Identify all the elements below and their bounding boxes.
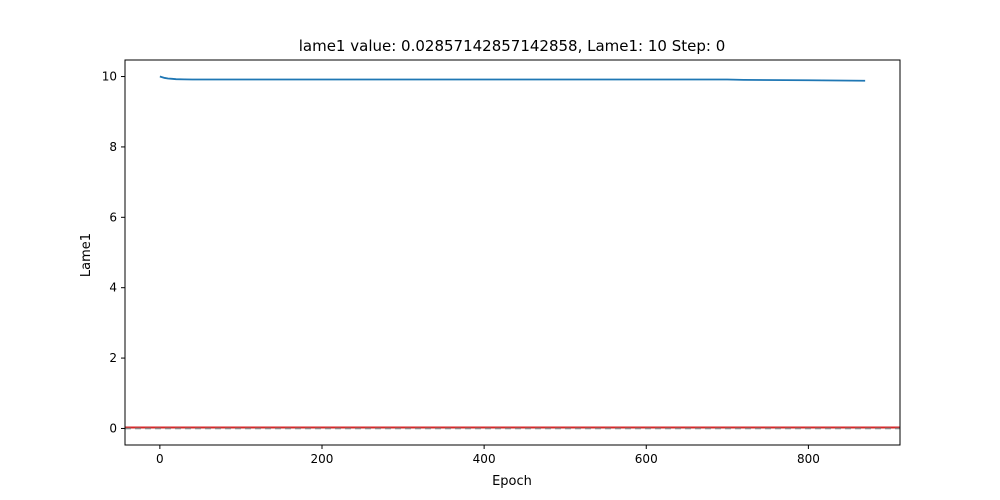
y-tick-label: 4 [109,281,117,295]
x-tick-label: 600 [635,452,658,466]
x-tick-label: 800 [797,452,820,466]
y-axis: 0 2 4 6 8 10 [102,70,125,435]
x-axis-label: Epoch [492,474,532,489]
series-line-0 [159,75,866,82]
plot-area [124,59,901,446]
y-tick-label: 6 [109,210,117,224]
y-tick-label: 8 [109,140,117,154]
y-axis-label: Lame1 [79,233,94,277]
x-tick-label: 400 [473,452,496,466]
y-tick-label: 2 [109,351,117,365]
x-tick-label: 0 [156,452,164,466]
x-axis: 0 200 400 600 800 [156,445,820,466]
x-tick-label: 200 [311,452,334,466]
y-tick-label: 10 [102,70,117,84]
y-tick-label: 0 [109,421,117,435]
axes-frame [124,59,901,446]
chart-title: lame1 value: 0.02857142857142858, Lame1:… [299,37,726,55]
